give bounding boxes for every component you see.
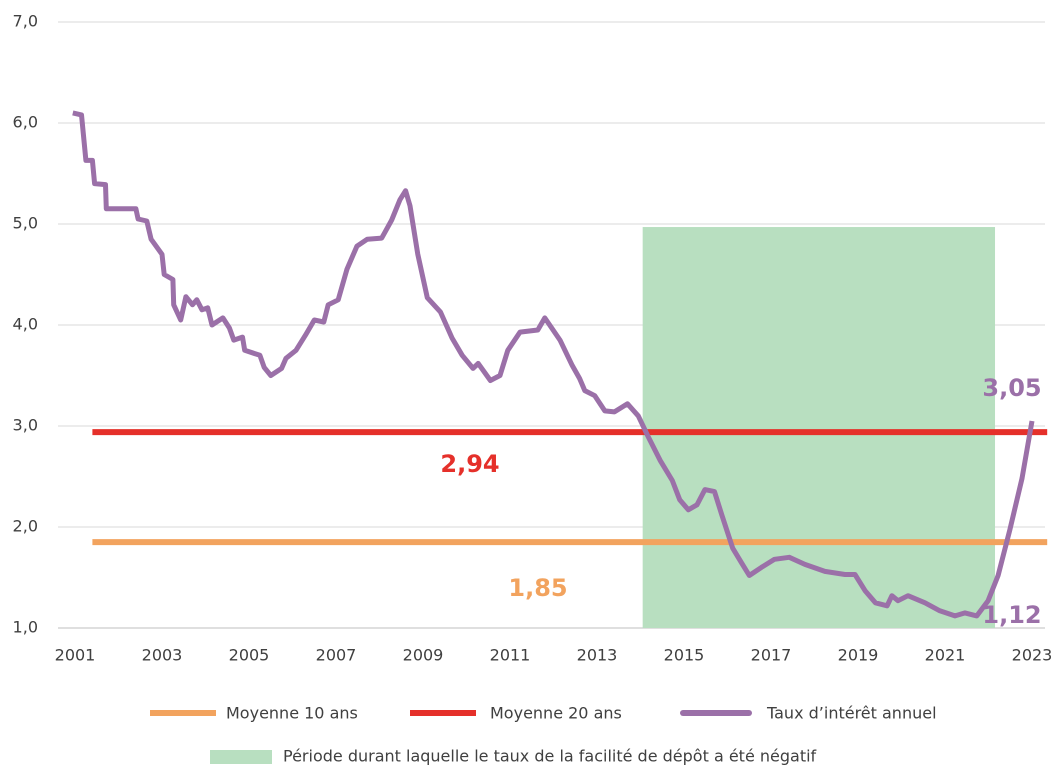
y-tick-label: 4,0	[13, 315, 38, 334]
legend-label: Moyenne 10 ans	[226, 704, 358, 723]
x-tick-label: 2019	[838, 646, 879, 665]
y-tick-label: 2,0	[13, 517, 38, 536]
y-tick-label: 6,0	[13, 113, 38, 132]
legend-swatch	[210, 750, 272, 764]
x-tick-label: 2021	[925, 646, 966, 665]
value-label: 3,05	[982, 374, 1041, 402]
x-tick-label: 2017	[751, 646, 792, 665]
rate-line	[72, 110, 1035, 619]
legend-label: Taux d’intérêt annuel	[766, 704, 937, 723]
x-tick-label: 2023	[1012, 646, 1053, 665]
x-tick-label: 2013	[577, 646, 618, 665]
x-tick-label: 2015	[664, 646, 705, 665]
y-tick-label: 1,0	[13, 618, 38, 637]
value-label: 1,85	[508, 574, 567, 602]
x-tick-label: 2007	[316, 646, 357, 665]
x-tick-label: 2009	[403, 646, 444, 665]
y-tick-label: 5,0	[13, 214, 38, 233]
legend-label: Période durant laquelle le taux de la fa…	[283, 747, 817, 766]
value-label: 1,12	[982, 601, 1041, 629]
x-tick-label: 2011	[490, 646, 531, 665]
x-tick-label: 2001	[55, 646, 96, 665]
y-tick-label: 7,0	[13, 12, 38, 31]
value-label: 2,94	[440, 450, 499, 478]
x-tick-label: 2005	[229, 646, 270, 665]
negative-rate-period	[642, 227, 996, 628]
x-tick-label: 2003	[142, 646, 183, 665]
legend-label: Moyenne 20 ans	[490, 704, 622, 723]
y-tick-label: 3,0	[13, 416, 38, 435]
